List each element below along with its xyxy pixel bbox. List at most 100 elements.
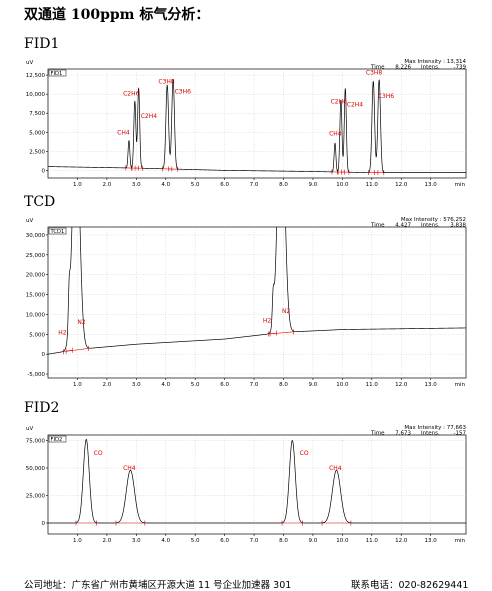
company-address: 公司地址：广东省广州市黄埔区开源大道 11 号企业加速器 301 — [24, 577, 291, 591]
y-tick-label: 25,000 — [26, 494, 46, 500]
fid1-section-label: FID1 — [24, 36, 59, 52]
x-tick-label: 9.0 — [309, 182, 318, 188]
peak-label: C3H6 — [378, 93, 395, 100]
x-tick-label: 9.0 — [309, 382, 318, 388]
x-tick-label: 11.0 — [366, 382, 379, 388]
y-tick-label: 10,000 — [26, 92, 46, 98]
x-tick-label: 10.0 — [336, 538, 349, 544]
y-tick-label: 5,000 — [29, 130, 45, 136]
x-tick-label: 10.0 — [336, 382, 349, 388]
x-unit-label: min — [455, 182, 466, 188]
peak-label: N2 — [77, 319, 85, 326]
y-tick-label: 30,000 — [26, 233, 46, 239]
y-tick-label: -5,000 — [27, 372, 45, 378]
trace-label: FID2 — [51, 437, 63, 443]
x-tick-label: 3.0 — [132, 382, 141, 388]
peak-label: CO — [94, 450, 103, 457]
x-tick-label: 5.0 — [191, 182, 200, 188]
x-tick-label: 2.0 — [102, 182, 111, 188]
y-tick-label: 75,000 — [26, 439, 46, 445]
y-unit-label: uV — [26, 60, 33, 66]
peak-label: C3H8 — [366, 69, 383, 76]
peak-label: CO — [300, 450, 309, 457]
y-tick-label: 10,000 — [26, 312, 46, 318]
x-tick-label: 3.0 — [132, 538, 141, 544]
company-phone: 联系电话：020-82629441 — [351, 577, 468, 591]
x-tick-label: 1.0 — [73, 538, 82, 544]
y-tick-label: 2,500 — [29, 149, 45, 155]
peak-label: CH4 — [123, 465, 136, 472]
y-tick-label: 7,500 — [29, 111, 45, 117]
peak-label: CH4 — [329, 130, 342, 137]
x-tick-label: 3.0 — [132, 182, 141, 188]
trace-label-box: TCD1 — [49, 228, 66, 235]
x-tick-label: 2.0 — [102, 538, 111, 544]
peak-label: C2H6 — [123, 91, 140, 98]
y-tick-label: 15,000 — [26, 293, 46, 299]
x-tick-label: 2.0 — [102, 382, 111, 388]
x-tick-label: 8.0 — [279, 382, 288, 388]
y-unit-label: uV — [26, 218, 33, 224]
x-tick-label: 5.0 — [191, 382, 200, 388]
x-tick-label: 12.0 — [395, 382, 408, 388]
x-tick-label: 13.0 — [425, 538, 438, 544]
y-tick-label: 0 — [42, 521, 46, 527]
y-tick-label: 20,000 — [26, 273, 46, 279]
page-title: 双通道 100ppm 标气分析： — [24, 4, 209, 24]
x-tick-label: 11.0 — [366, 182, 379, 188]
x-tick-label: 1.0 — [73, 182, 82, 188]
peak-label: CH4 — [117, 130, 130, 137]
trace-label: TCD1 — [50, 229, 65, 235]
x-tick-label: 4.0 — [161, 382, 170, 388]
peak-label: C2H4 — [347, 101, 364, 108]
trace-label-box: FID1 — [49, 70, 66, 77]
y-tick-label: 0 — [42, 168, 46, 174]
x-tick-label: 7.0 — [250, 382, 259, 388]
x-tick-label: 1.0 — [73, 382, 82, 388]
x-tick-label: 4.0 — [161, 538, 170, 544]
y-tick-label: 0 — [42, 352, 46, 358]
x-unit-label: min — [455, 538, 466, 544]
x-tick-label: 6.0 — [220, 382, 229, 388]
trace-label-box: FID2 — [49, 436, 66, 443]
x-tick-label: 8.0 — [279, 538, 288, 544]
y-tick-label: 25,000 — [26, 253, 46, 259]
peak-label: C2H4 — [141, 113, 158, 120]
y-tick-label: 5,000 — [29, 332, 45, 338]
y-tick-label: 12,500 — [26, 73, 46, 79]
tcd-section-label: TCD — [24, 194, 55, 210]
x-tick-label: 8.0 — [279, 182, 288, 188]
x-tick-label: 11.0 — [366, 538, 379, 544]
x-tick-label: 13.0 — [425, 182, 438, 188]
fid2-section-label: FID2 — [24, 400, 59, 416]
x-tick-label: 6.0 — [220, 538, 229, 544]
x-tick-label: 10.0 — [336, 182, 349, 188]
x-tick-label: 12.0 — [395, 538, 408, 544]
x-tick-label: 7.0 — [250, 538, 259, 544]
peak-label: C2H6 — [331, 98, 348, 105]
plot-frame — [48, 227, 466, 378]
peak-label: CH4 — [329, 465, 342, 472]
x-tick-label: 13.0 — [425, 382, 438, 388]
x-tick-label: 12.0 — [395, 182, 408, 188]
x-unit-label: min — [455, 382, 466, 388]
peak-label: C3H6 — [175, 88, 192, 95]
x-tick-label: 7.0 — [250, 182, 259, 188]
trace-label: FID1 — [51, 71, 63, 77]
peak-label: H2 — [263, 317, 272, 324]
peak-label: N2 — [282, 308, 290, 315]
x-tick-label: 4.0 — [161, 182, 170, 188]
x-tick-label: 6.0 — [220, 182, 229, 188]
plot-frame — [48, 69, 466, 178]
peak-label: C3H8 — [158, 78, 175, 85]
peak-label: H2 — [58, 329, 67, 336]
y-tick-label: 50,000 — [26, 466, 46, 472]
y-unit-label: uV — [26, 426, 33, 432]
x-tick-label: 9.0 — [309, 538, 318, 544]
